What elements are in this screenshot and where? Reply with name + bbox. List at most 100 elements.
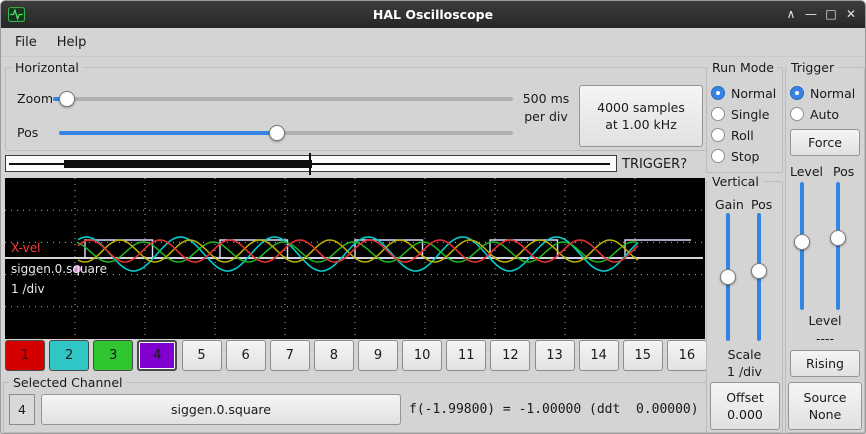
channel-button-16[interactable]: 16 bbox=[666, 340, 707, 371]
zoom-slider-track[interactable] bbox=[53, 97, 513, 101]
radio-icon[interactable] bbox=[711, 149, 725, 163]
pos-slider-thumb[interactable] bbox=[269, 125, 285, 141]
run-mode-frame-label: Run Mode bbox=[708, 60, 778, 75]
channel-button-5[interactable]: 5 bbox=[181, 340, 222, 371]
runmode-normal-label: Normal bbox=[731, 85, 777, 101]
scope-display: X-vel siggen.0.square 1 /div bbox=[5, 178, 705, 339]
trigger-option-normal[interactable]: Normal bbox=[790, 84, 855, 102]
maximize-button[interactable]: □ bbox=[825, 7, 837, 21]
channel-button-4[interactable]: 4 bbox=[137, 340, 178, 371]
channel-button-3[interactable]: 3 bbox=[93, 340, 134, 371]
trigger-level-value: ---- bbox=[815, 331, 835, 346]
zoom-slider-thumb[interactable] bbox=[59, 91, 75, 107]
trigger-position-tick bbox=[309, 153, 311, 175]
radio-icon[interactable] bbox=[790, 107, 804, 121]
samples-button-line2: at 1.00 kHz bbox=[605, 117, 677, 132]
channel-button-row: 1 2 3 4 5 6 7 8 9 10 11 12 13 14 15 16 bbox=[5, 340, 707, 371]
channel-button-12[interactable]: 12 bbox=[490, 340, 531, 371]
channel-button-2[interactable]: 2 bbox=[49, 340, 90, 371]
menu-file[interactable]: File bbox=[15, 34, 37, 50]
runmode-option-single[interactable]: Single bbox=[711, 105, 769, 123]
radio-icon[interactable] bbox=[790, 86, 804, 100]
channel-button-11[interactable]: 11 bbox=[446, 340, 487, 371]
trigger-option-auto[interactable]: Auto bbox=[790, 105, 839, 123]
channel-button-9[interactable]: 9 bbox=[358, 340, 398, 371]
trigger-pos-header: Pos bbox=[833, 164, 855, 179]
trigger-auto-label: Auto bbox=[810, 106, 840, 122]
trigger-pos-track[interactable] bbox=[836, 182, 840, 310]
channel-button-13[interactable]: 13 bbox=[534, 340, 575, 371]
record-progress-bar bbox=[5, 153, 617, 175]
trigger-frame-label: Trigger bbox=[787, 60, 839, 75]
trigger-pos-thumb[interactable] bbox=[830, 230, 846, 246]
trigger-level-slider[interactable] bbox=[793, 182, 811, 310]
horizontal-frame-label: Horizontal bbox=[11, 60, 83, 75]
record-displayed-segment bbox=[64, 160, 312, 168]
trigger-pos-slider[interactable] bbox=[829, 182, 847, 310]
selected-channel-source-button[interactable]: siggen.0.square bbox=[41, 394, 401, 425]
runmode-option-normal[interactable]: Normal bbox=[711, 84, 776, 102]
scope-channel4-label: siggen.0.square bbox=[11, 262, 107, 276]
runmode-roll-label: Roll bbox=[731, 127, 754, 143]
pos-slider-track[interactable] bbox=[59, 131, 513, 135]
radio-icon[interactable] bbox=[711, 86, 725, 100]
offset-button[interactable]: Offset 0.000 bbox=[710, 382, 780, 430]
close-button[interactable]: ✕ bbox=[845, 7, 857, 21]
pos-slider-fill bbox=[59, 131, 277, 135]
offset-button-value: 0.000 bbox=[727, 407, 763, 422]
runmode-stop-label: Stop bbox=[731, 148, 760, 164]
vertical-frame-label: Vertical bbox=[708, 174, 763, 189]
trigger-status-text: TRIGGER? bbox=[622, 157, 688, 172]
radio-icon[interactable] bbox=[711, 107, 725, 121]
trigger-level-header: Level bbox=[790, 164, 823, 179]
menubar: File Help bbox=[1, 28, 865, 57]
zoom-slider[interactable] bbox=[53, 90, 513, 108]
pos-slider[interactable] bbox=[59, 124, 513, 142]
vertical-scale-value: 1 /div bbox=[727, 364, 762, 379]
waveform-canvas bbox=[5, 178, 705, 339]
vertical-pos-label: Pos bbox=[751, 197, 773, 212]
runmode-option-stop[interactable]: Stop bbox=[711, 147, 759, 165]
runmode-single-label: Single bbox=[731, 106, 770, 122]
samples-button[interactable]: 4000 samples at 1.00 kHz bbox=[579, 85, 703, 147]
offset-button-label: Offset bbox=[726, 390, 764, 405]
scope-scale-label: 1 /div bbox=[11, 282, 45, 296]
force-button[interactable]: Force bbox=[790, 129, 860, 156]
zoom-label: Zoom bbox=[17, 91, 54, 106]
vertical-gain-thumb[interactable] bbox=[720, 269, 736, 285]
selected-channel-number: 4 bbox=[9, 394, 35, 425]
radio-icon[interactable] bbox=[711, 128, 725, 142]
channel-button-7[interactable]: 7 bbox=[269, 340, 310, 371]
trigger-level-label: Level bbox=[808, 313, 842, 328]
selected-channel-readout: f(-1.99800) = -1.00000 (ddt 0.00000) bbox=[409, 402, 699, 417]
channel-button-8[interactable]: 8 bbox=[313, 340, 354, 371]
selected-channel-frame-label: Selected Channel bbox=[9, 375, 127, 390]
trigger-source-label: Source bbox=[803, 390, 847, 405]
runmode-option-roll[interactable]: Roll bbox=[711, 126, 754, 144]
trigger-source-value: None bbox=[808, 407, 842, 422]
vertical-scale-label: Scale bbox=[727, 347, 762, 362]
trigger-level-thumb[interactable] bbox=[794, 234, 810, 250]
trigger-source-button[interactable]: Source None bbox=[788, 382, 862, 430]
samples-button-line1: 4000 samples bbox=[597, 100, 685, 115]
scope-channel1-label: X-vel bbox=[11, 241, 41, 255]
vertical-gain-slider[interactable] bbox=[719, 213, 737, 341]
pos-label: Pos bbox=[17, 125, 39, 140]
app-icon bbox=[8, 6, 25, 23]
window-title: HAL Oscilloscope bbox=[372, 7, 494, 22]
channel-button-14[interactable]: 14 bbox=[578, 340, 619, 371]
channel-button-6[interactable]: 6 bbox=[225, 340, 266, 371]
vertical-pos-slider[interactable] bbox=[750, 213, 768, 341]
trigger-edge-button[interactable]: Rising bbox=[790, 350, 860, 377]
channel-button-10[interactable]: 10 bbox=[402, 340, 443, 371]
shade-button[interactable]: ∧ bbox=[786, 7, 796, 21]
menu-help[interactable]: Help bbox=[56, 34, 87, 50]
minimize-button[interactable]: — bbox=[805, 7, 817, 21]
channel-button-15[interactable]: 15 bbox=[622, 340, 663, 371]
time-per-div-value: 500 ms bbox=[522, 91, 570, 106]
vertical-gain-label: Gain bbox=[715, 197, 744, 212]
time-per-div-unit: per div bbox=[524, 109, 568, 124]
vertical-pos-thumb[interactable] bbox=[751, 263, 767, 279]
channel-button-1[interactable]: 1 bbox=[5, 340, 45, 371]
